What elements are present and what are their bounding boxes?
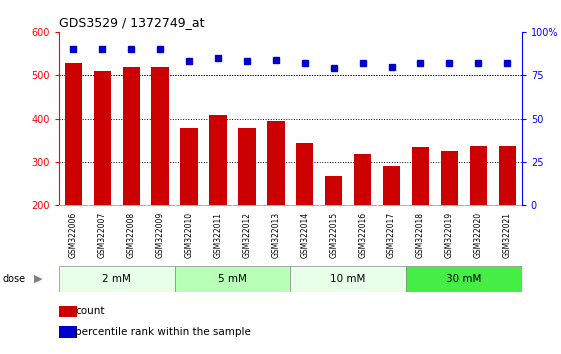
Text: GDS3529 / 1372749_at: GDS3529 / 1372749_at (59, 16, 204, 29)
Text: GSM322020: GSM322020 (474, 211, 483, 258)
Text: GSM322010: GSM322010 (185, 211, 194, 258)
Bar (181, 128, 197, 205)
Bar (238, 128, 256, 205)
Bar (354, 154, 371, 205)
Text: 30 mM: 30 mM (446, 274, 481, 284)
Text: GSM322013: GSM322013 (272, 211, 280, 258)
Bar (470, 146, 487, 205)
Text: GSM322007: GSM322007 (98, 211, 107, 258)
Text: 2 mM: 2 mM (102, 274, 131, 284)
Text: GSM322016: GSM322016 (358, 211, 367, 258)
Bar (209, 115, 227, 205)
Bar (412, 147, 429, 205)
Bar (174, 266, 291, 292)
Text: count: count (75, 307, 104, 316)
Text: dose: dose (3, 274, 26, 284)
Text: GSM322009: GSM322009 (155, 211, 164, 258)
Bar (59, 266, 174, 292)
Text: GSM322019: GSM322019 (445, 211, 454, 258)
Bar (441, 151, 458, 205)
Bar (325, 176, 342, 205)
Bar (122, 67, 140, 205)
Text: GSM322011: GSM322011 (214, 212, 223, 257)
Bar (296, 143, 314, 205)
Bar (267, 121, 284, 205)
Bar (499, 146, 516, 205)
Bar (151, 67, 169, 205)
Text: GSM322015: GSM322015 (329, 211, 338, 258)
Text: 5 mM: 5 mM (218, 274, 247, 284)
Text: 10 mM: 10 mM (330, 274, 366, 284)
Text: GSM322021: GSM322021 (503, 212, 512, 257)
Text: percentile rank within the sample: percentile rank within the sample (75, 327, 251, 337)
Text: GSM322018: GSM322018 (416, 212, 425, 257)
Text: GSM322017: GSM322017 (387, 211, 396, 258)
Text: GSM322012: GSM322012 (242, 212, 251, 257)
Text: GSM322006: GSM322006 (69, 211, 78, 258)
Text: ▶: ▶ (34, 274, 42, 284)
Bar (59, 306, 77, 317)
Bar (59, 326, 77, 338)
Bar (94, 71, 111, 205)
Bar (65, 63, 82, 205)
Text: GSM322008: GSM322008 (127, 211, 136, 258)
Bar (406, 266, 522, 292)
Text: GSM322014: GSM322014 (300, 211, 309, 258)
Bar (291, 266, 406, 292)
Bar (383, 166, 400, 205)
